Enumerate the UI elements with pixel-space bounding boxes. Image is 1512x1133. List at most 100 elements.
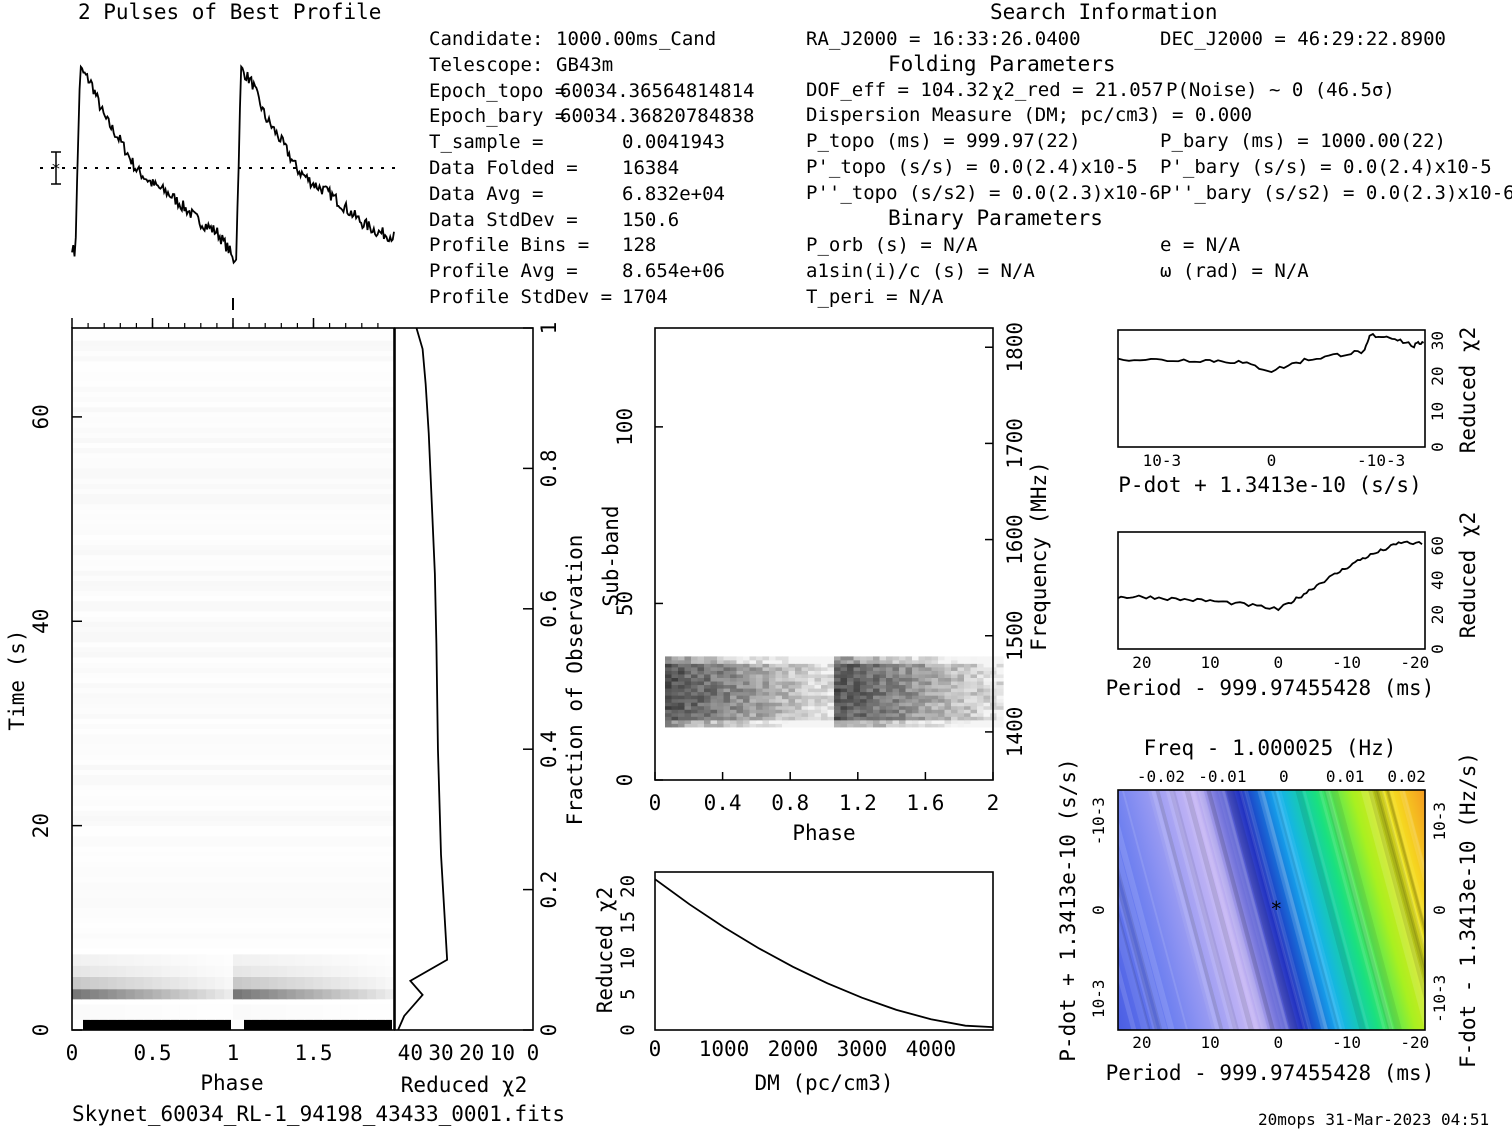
subband-cell	[886, 681, 894, 686]
y-tick-label: 40	[1428, 571, 1447, 590]
subband-cell	[944, 698, 952, 703]
time-phase-cell	[313, 954, 324, 966]
subband-cell	[801, 716, 809, 721]
subband-cell	[723, 695, 731, 700]
p-pdot-streak	[1302, 790, 1370, 1030]
subband-cell	[938, 691, 946, 696]
subband-cell	[853, 698, 861, 703]
subband-cell	[892, 712, 900, 717]
subband-cell	[808, 674, 816, 678]
time-phase-cell	[340, 965, 350, 977]
y-axis-label: Time (s)	[5, 629, 29, 730]
subband-cell	[853, 670, 861, 675]
subband-cell	[788, 695, 796, 700]
time-phase-row	[72, 605, 394, 612]
subband-cell	[710, 723, 718, 728]
subband-cell	[918, 688, 926, 693]
subband-cell	[814, 681, 822, 686]
subband-cell	[769, 688, 777, 693]
subband-cell	[873, 716, 881, 721]
subband-cell	[710, 695, 718, 700]
time-phase-row	[72, 365, 394, 372]
subband-cell	[866, 663, 874, 668]
subband-cell	[912, 674, 920, 678]
subband-cell	[925, 659, 933, 664]
subband-cell	[938, 674, 946, 678]
subband-cell	[808, 705, 816, 710]
subband-cell	[847, 702, 855, 707]
time-phase-cell	[170, 989, 180, 1000]
x-tick-label: 1.5	[295, 1041, 333, 1065]
subband-cell	[782, 705, 790, 710]
time-phase-row	[72, 462, 394, 469]
subband-cell	[873, 674, 881, 678]
pddbary-value: P''_bary (s/s2) = 0.0(2.3)x10-6	[1160, 182, 1512, 204]
subband-cell	[931, 709, 939, 714]
subband-cell	[769, 656, 777, 661]
subband-cell	[723, 663, 731, 668]
subband-cell	[879, 712, 887, 717]
subband-cell	[704, 695, 712, 700]
subband-cell	[678, 663, 686, 668]
subband-cell	[788, 659, 796, 664]
subband-cell	[684, 663, 692, 668]
subband-cell	[977, 681, 985, 686]
subband-cell	[879, 659, 887, 664]
time-phase-cell	[295, 989, 306, 1000]
time-phase-row	[72, 881, 394, 888]
subband-cell	[749, 695, 757, 700]
subband-cell	[964, 702, 972, 707]
subband-cell	[964, 688, 972, 693]
time-phase-cell	[143, 954, 154, 966]
subband-cell	[821, 691, 829, 696]
subband-cell	[671, 663, 679, 668]
subband-cell	[749, 716, 757, 721]
period-chi2-frame	[1117, 531, 1426, 650]
subband-cell	[912, 663, 920, 668]
chi2-value: χ2_red = 21.057	[992, 79, 1164, 101]
time-phase-cell	[116, 965, 127, 977]
p-pdot-streak	[1402, 790, 1425, 1030]
time-phase-cell	[295, 1004, 306, 1020]
subband-cell	[873, 709, 881, 714]
subband-cell	[801, 659, 809, 664]
subband-cell	[912, 723, 920, 728]
subband-cell	[749, 681, 757, 686]
subband-cell	[970, 719, 978, 724]
subband-cell	[782, 684, 790, 689]
subband-cell	[983, 656, 991, 661]
subband-cell	[931, 719, 939, 724]
time-phase-row	[72, 687, 394, 694]
subband-cell	[886, 684, 894, 689]
time-phase-row	[72, 794, 394, 801]
subband-cell	[697, 691, 705, 696]
subband-cell	[756, 684, 764, 689]
subband-cell	[957, 691, 965, 696]
ra-value: RA_J2000 = 16:33:26.0400	[806, 28, 1081, 50]
subband-cell	[814, 691, 822, 696]
subband-cell	[970, 684, 978, 689]
x2-tick-label: 0.02	[1387, 767, 1426, 786]
subband-cell	[996, 705, 1004, 710]
time-phase-row	[72, 565, 394, 571]
time-phase-cell	[197, 976, 207, 990]
y-tick-label: 0	[617, 1024, 639, 1035]
time-phase-cell	[206, 976, 216, 990]
time-phase-row	[72, 764, 394, 770]
subband-cell	[834, 716, 842, 721]
time-phase-cell	[358, 989, 368, 1000]
subband-cell	[743, 698, 751, 703]
subband-cell	[873, 681, 881, 686]
subband-cell	[678, 656, 686, 661]
subband-cell	[996, 709, 1004, 714]
subband-cell	[710, 684, 718, 689]
time-phase-cell	[322, 1004, 332, 1020]
subband-cell	[834, 681, 842, 686]
subband-cell	[684, 702, 692, 707]
subband-cell	[710, 667, 718, 671]
subband-cell	[736, 684, 744, 689]
subband-cell	[795, 712, 803, 717]
subband-cell	[730, 670, 738, 675]
subband-cell	[795, 674, 803, 678]
subband-cell	[736, 681, 744, 686]
